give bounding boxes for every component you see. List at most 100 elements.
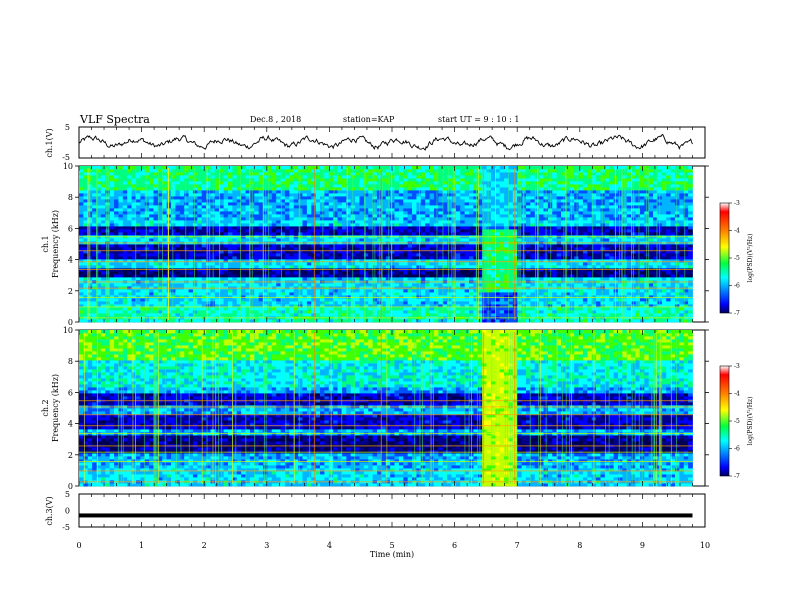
spectrogram-cell xyxy=(582,259,588,263)
spectrogram-cell xyxy=(179,247,185,251)
spectrogram-cell xyxy=(653,217,658,221)
spectrogram-cell xyxy=(171,307,176,311)
spectrogram-cell xyxy=(674,226,680,230)
spectrogram-cell xyxy=(398,247,404,251)
spectrogram-cell xyxy=(368,256,373,260)
spectrogram-cell xyxy=(569,253,575,257)
spectrogram-cell xyxy=(258,229,264,233)
spectrogram-cell xyxy=(219,271,224,275)
spectrogram-cell xyxy=(302,277,308,281)
spectrogram-cell xyxy=(144,265,150,269)
spectrogram-cell xyxy=(547,301,553,305)
spectrogram-cell xyxy=(254,259,260,263)
spectrogram-cell xyxy=(683,313,689,317)
spectrogram-cell xyxy=(451,319,457,323)
spectrogram-cell xyxy=(333,250,338,254)
spectrogram-cell xyxy=(118,283,124,287)
spectrogram-cell xyxy=(135,214,141,218)
spectrogram-cell xyxy=(626,262,632,266)
spectrogram-cell xyxy=(385,229,391,233)
spectrogram-cell xyxy=(276,313,281,317)
spectrogram-cell xyxy=(197,277,203,281)
spectrogram-cell xyxy=(482,298,487,302)
spectrogram-cell xyxy=(179,271,185,275)
spectrogram-cell xyxy=(407,262,413,266)
spectrogram-cell xyxy=(184,298,189,302)
spectrogram-cell xyxy=(293,289,299,293)
spectrogram-cell xyxy=(679,259,685,263)
spectrogram-cell xyxy=(267,295,273,299)
spectrogram-cell xyxy=(412,247,417,251)
spectrogram-cell xyxy=(311,313,317,317)
spectrogram-cell xyxy=(311,310,317,314)
ch1-waveform-line xyxy=(78,133,693,151)
spectrogram-cell xyxy=(346,319,352,323)
spectrogram-cell xyxy=(100,238,106,242)
spectrogram-cell xyxy=(617,283,623,287)
spectrogram-cell xyxy=(179,283,185,287)
spectrogram-cell xyxy=(363,289,369,293)
spectrogram-cell xyxy=(355,214,360,218)
spectrogram-cell xyxy=(179,313,185,317)
spectrogram-cell xyxy=(582,295,588,299)
spectrogram-cell xyxy=(508,253,514,257)
spectrogram-cell xyxy=(455,283,461,287)
spectrogram-cell xyxy=(490,220,496,224)
spectrogram-cell xyxy=(582,217,588,221)
spectrogram-cell xyxy=(109,253,115,257)
spectrogram-cell xyxy=(109,292,115,296)
spectrogram-cell xyxy=(79,313,84,317)
spectrogram-cell xyxy=(565,217,571,221)
spectrogram-cell xyxy=(556,292,562,296)
spectrogram-cell xyxy=(464,262,470,266)
spectrogram-cell xyxy=(140,292,146,296)
spectrogram-cell xyxy=(127,307,132,311)
spectrogram-cell xyxy=(666,310,671,314)
spectrogram-cell xyxy=(661,220,667,224)
spectrogram-cell xyxy=(447,223,452,227)
spectrogram-cell xyxy=(122,217,128,221)
spectrogram-cell xyxy=(617,319,623,323)
spectrogram-cell xyxy=(390,217,395,221)
spectrogram-cell xyxy=(302,220,308,224)
spectrogram-cell xyxy=(635,298,641,302)
spectrogram-cell xyxy=(469,271,474,275)
spectrogram-cell xyxy=(429,247,435,251)
spectrogram-cell xyxy=(455,298,461,302)
spectrogram-cell xyxy=(324,307,330,311)
spectrogram-cell xyxy=(403,229,409,233)
spectrogram-cell xyxy=(175,262,181,266)
spectrogram-cell xyxy=(504,262,509,266)
spectrogram-cell xyxy=(306,307,312,311)
spectrogram-cell xyxy=(394,226,400,230)
spectrogram-cell xyxy=(438,244,444,248)
spectrogram-cell xyxy=(184,217,189,221)
spectrogram-cell xyxy=(416,289,422,293)
spectrogram-cell xyxy=(591,304,597,308)
spectrogram-cell xyxy=(241,301,246,305)
spectrogram-cell xyxy=(499,229,505,233)
spectrogram-cell xyxy=(653,265,658,269)
spectrogram-cell xyxy=(127,313,132,317)
spectrogram-cell xyxy=(227,277,233,281)
spectrogram-cell xyxy=(232,232,238,236)
spectrogram-cell xyxy=(131,277,137,281)
spectrogram-cell xyxy=(552,232,558,236)
spectrogram-cell xyxy=(442,307,448,311)
spectrogram-cell xyxy=(96,319,102,323)
spectrogram-cell xyxy=(166,232,172,236)
spectrogram-cell xyxy=(648,277,654,281)
spectrogram-cell xyxy=(144,220,150,224)
date-label: Dec.8 , 2018 xyxy=(250,115,301,124)
spectrogram-cell xyxy=(596,271,601,275)
spectrogram-cell xyxy=(525,301,531,305)
spectrogram-cell xyxy=(609,307,614,311)
spectrogram-cell xyxy=(328,220,334,224)
spectrogram-cell xyxy=(302,214,308,218)
spectrogram-cell xyxy=(582,250,588,254)
spectrogram-cell xyxy=(609,283,614,287)
spectrogram-cell xyxy=(407,292,413,296)
spectrogram-cell xyxy=(565,310,571,314)
spectrogram-cell xyxy=(153,319,159,323)
spectrogram-cell xyxy=(477,259,483,263)
